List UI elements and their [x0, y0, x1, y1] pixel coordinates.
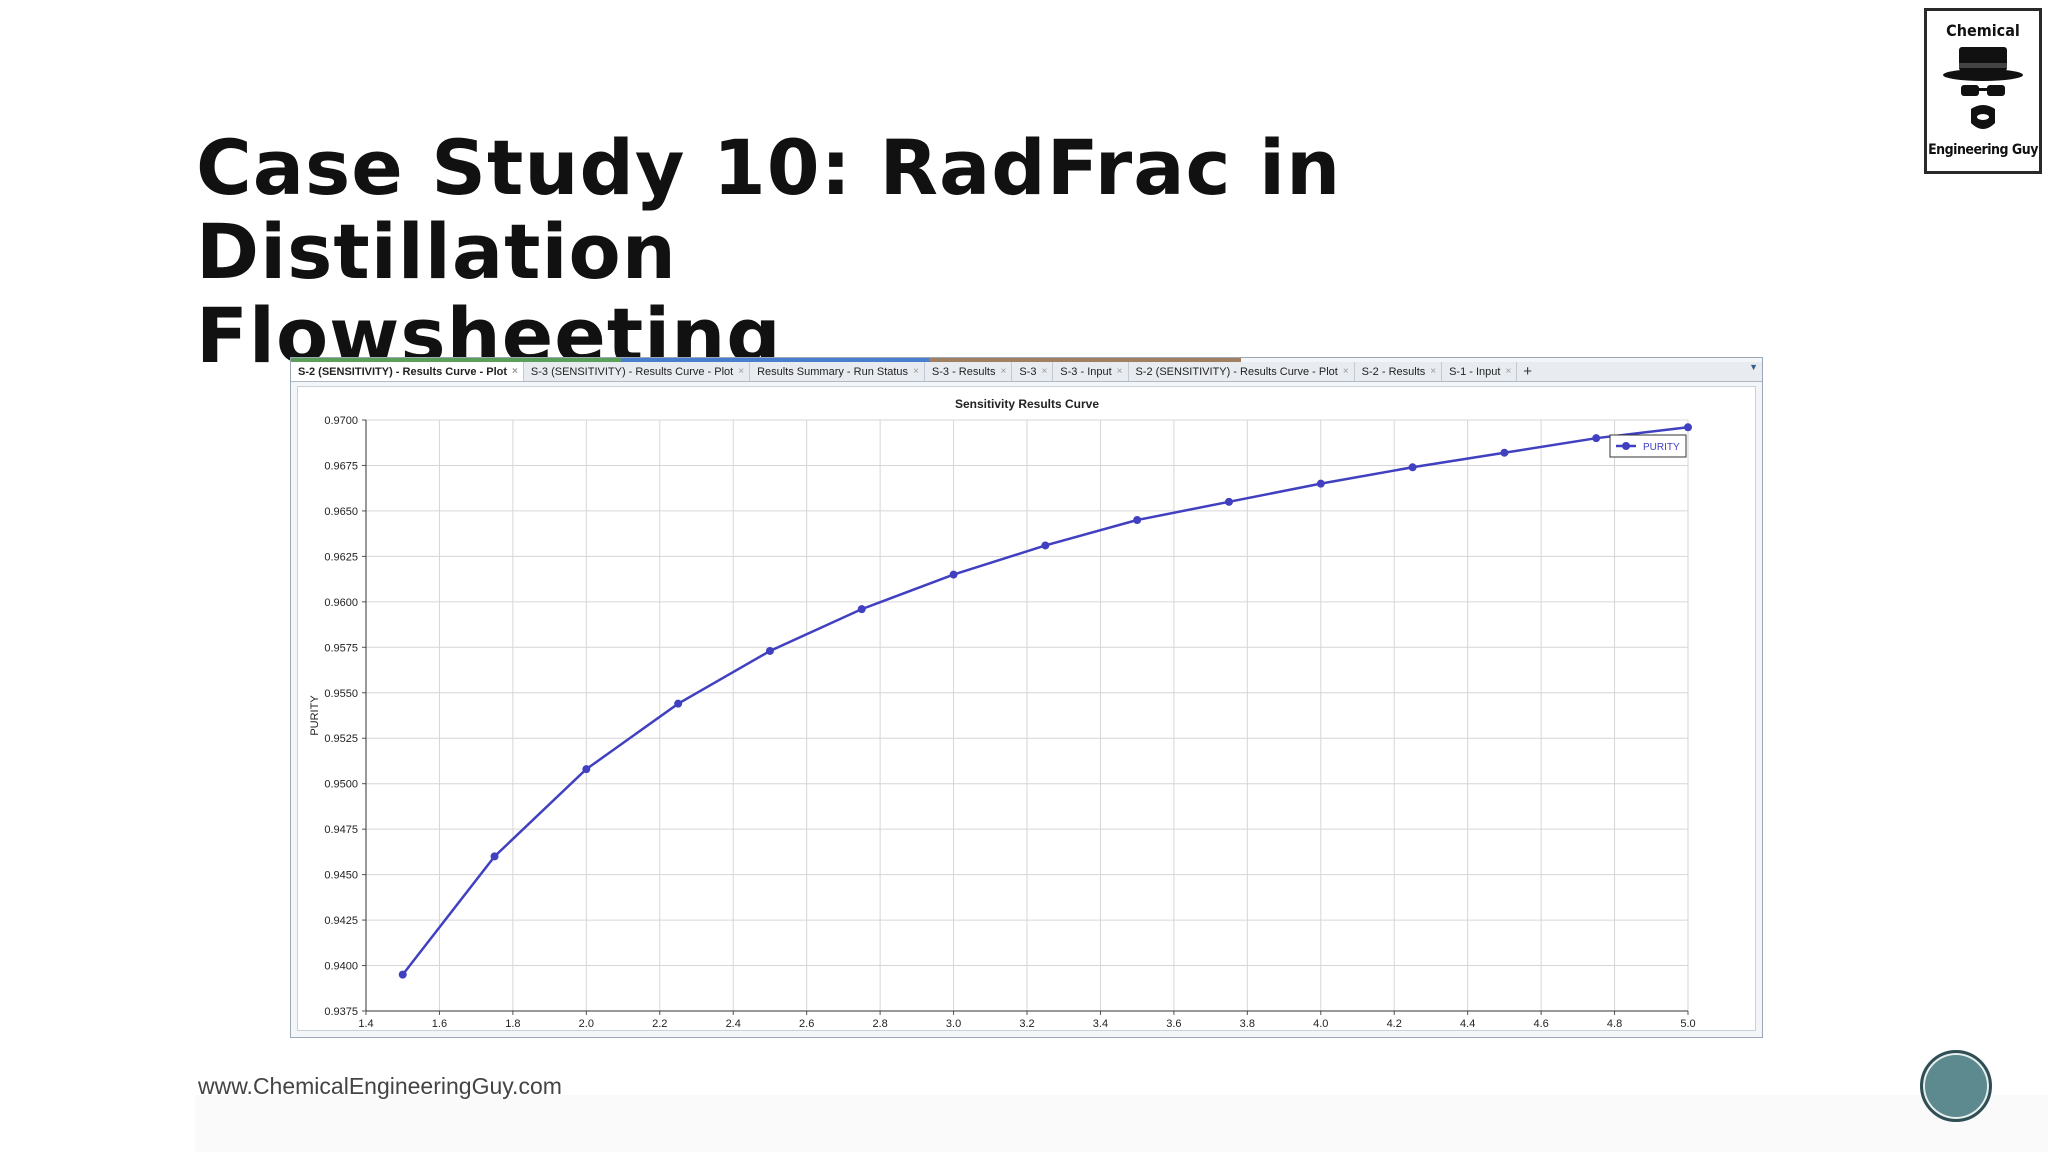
y-tick-label: 0.9575 — [324, 642, 358, 654]
data-point — [1408, 463, 1417, 472]
y-tick-label: 0.9625 — [324, 551, 358, 563]
close-icon[interactable]: × — [1116, 366, 1123, 377]
y-tick-label: 0.9525 — [324, 733, 358, 745]
y-tick-label: 0.9425 — [324, 915, 358, 927]
x-tick-label: 5.0 — [1680, 1018, 1695, 1030]
page-title: Case Study 10: RadFrac in Distillation F… — [196, 126, 1836, 378]
close-icon[interactable]: × — [1505, 366, 1512, 377]
aspen-plot-window: S-2 (SENSITIVITY) - Results Curve - Plot… — [290, 357, 1763, 1045]
tab-accent-1 — [291, 358, 621, 362]
tab-6[interactable]: S-3 - Input × — [1053, 362, 1129, 381]
x-tick-label: 1.4 — [358, 1018, 373, 1030]
data-point — [765, 646, 774, 655]
y-tick-label: 0.9650 — [324, 506, 358, 518]
x-tick-label: 2.0 — [579, 1018, 594, 1030]
close-icon[interactable]: × — [1342, 366, 1349, 377]
data-point — [490, 852, 499, 861]
tab-2[interactable]: S-3 (SENSITIVITY) - Results Curve - Plot… — [524, 362, 751, 381]
plot-area: 1.4 1.6 1.8 2.0 2.2 2.4 2.6 2.8 3.0 3.2 3.4 3.6 3.8 4… — [297, 386, 1756, 1045]
y-tick-label: 0.9375 — [324, 1006, 358, 1018]
x-tick-label: 4.8 — [1607, 1018, 1622, 1030]
y-tick-label: 0.9550 — [324, 688, 358, 700]
x-tick-label: 3.2 — [1019, 1018, 1034, 1030]
x-tick-label: 3.6 — [1166, 1018, 1181, 1030]
tab-label: S-2 (SENSITIVITY) - Results Curve - Plot — [1135, 365, 1338, 378]
x-tick-label: 1.8 — [505, 1018, 520, 1030]
brand-logo: Chemical Engineering Guy — [1924, 8, 2042, 174]
data-point — [1592, 434, 1601, 443]
y-tick-label: 0.9450 — [324, 870, 358, 882]
close-icon[interactable]: × — [1000, 366, 1007, 377]
y-axis-label: PURITY — [309, 695, 321, 736]
footer-url: www.ChemicalEngineeringGuy.com — [198, 1073, 562, 1099]
data-point — [582, 765, 591, 774]
x-tick-label: 3.8 — [1240, 1018, 1255, 1030]
legend-box — [1609, 434, 1687, 458]
data-point — [1133, 516, 1142, 525]
data-point — [1224, 497, 1233, 506]
sensitivity-chart: 1.4 1.6 1.8 2.0 2.2 2.4 2.6 2.8 3.0 3.2 3.4 3.6 3.8 4… — [309, 397, 1696, 1045]
x-tick-label: 4.6 — [1533, 1018, 1548, 1030]
tab-1[interactable]: S-2 (SENSITIVITY) - Results Curve - Plot… — [291, 362, 524, 381]
legend-marker — [1622, 442, 1630, 450]
x-tick-label: 3.0 — [946, 1018, 961, 1030]
y-tick-label: 0.9475 — [324, 824, 358, 836]
tab-label: S-2 - Results — [1361, 365, 1426, 378]
close-icon[interactable]: × — [738, 366, 745, 377]
tab-8[interactable]: S-2 - Results × — [1355, 362, 1443, 381]
tab-7[interactable]: S-2 (SENSITIVITY) - Results Curve - Plot… — [1129, 362, 1355, 381]
x-tick-label: 2.6 — [799, 1018, 814, 1030]
tab-3[interactable]: Results Summary - Run Status × — [750, 362, 925, 381]
close-icon[interactable]: × — [913, 366, 919, 377]
x-tick-label: 1.6 — [432, 1018, 447, 1030]
data-point — [857, 605, 866, 614]
y-tick-label: 0.9500 — [324, 779, 358, 791]
x-tick-label: 3.4 — [1093, 1018, 1108, 1030]
x-tick-label: 4.2 — [1387, 1018, 1402, 1030]
tab-5[interactable]: S-3 × — [1012, 362, 1054, 381]
logo-text-bottom: Engineering Guy — [1928, 142, 2038, 158]
tab-accent-2 — [621, 358, 929, 362]
y-tick-label: 0.9400 — [324, 961, 358, 973]
data-point — [1684, 423, 1692, 432]
x-tick-label: 2.4 — [726, 1018, 741, 1030]
x-tick-label: 2.8 — [872, 1018, 887, 1030]
x-tick-label: 4.0 — [1313, 1018, 1328, 1030]
tab-menu-dropdown-icon[interactable]: ▼ — [1749, 362, 1758, 372]
footer-band — [195, 1095, 2048, 1152]
tab-label: S-3 — [1019, 365, 1037, 378]
close-icon[interactable]: × — [1430, 366, 1437, 377]
close-icon[interactable]: × — [1041, 366, 1048, 377]
legend-label: PURITY — [1643, 442, 1680, 453]
tab-4[interactable]: S-3 - Results × — [925, 362, 1013, 381]
data-point — [1316, 479, 1325, 488]
data-point — [949, 570, 958, 579]
logo-text-top: Chemical — [1946, 21, 2020, 40]
tab-label: S-3 - Results — [931, 365, 996, 378]
tab-label: S-1 - Input — [1449, 365, 1501, 378]
tab-label: S-2 (SENSITIVITY) - Results Curve - Plot — [298, 365, 508, 378]
close-icon[interactable]: × — [512, 366, 518, 377]
tab-accent-3 — [929, 358, 1241, 362]
nav-circle-button[interactable] — [1920, 1050, 1992, 1122]
x-tick-label: 4.4 — [1460, 1018, 1475, 1030]
data-point — [1041, 541, 1050, 550]
tab-label: S-3 (SENSITIVITY) - Results Curve - Plot — [530, 365, 734, 378]
x-tick-label: 2.2 — [652, 1018, 667, 1030]
title-line-1: Case Study 10: RadFrac in Distillation — [196, 123, 1342, 296]
tab-label: S-3 - Input — [1060, 365, 1112, 378]
data-point — [674, 699, 683, 708]
tab-label: Results Summary - Run Status — [757, 365, 909, 378]
data-point — [1500, 448, 1509, 457]
chart-title: Sensitivity Results Curve — [955, 397, 1099, 411]
y-tick-label: 0.9700 — [324, 415, 358, 427]
document-tabbar: S-2 (SENSITIVITY) - Results Curve - Plot… — [291, 362, 1762, 382]
add-tab-button[interactable]: + — [1523, 363, 1533, 380]
tab-9[interactable]: S-1 - Input × — [1442, 362, 1518, 381]
hat-glasses-beard-icon — [1943, 47, 2023, 129]
y-tick-label: 0.9675 — [324, 460, 358, 472]
data-point — [398, 970, 407, 979]
y-tick-label: 0.9600 — [324, 597, 358, 609]
